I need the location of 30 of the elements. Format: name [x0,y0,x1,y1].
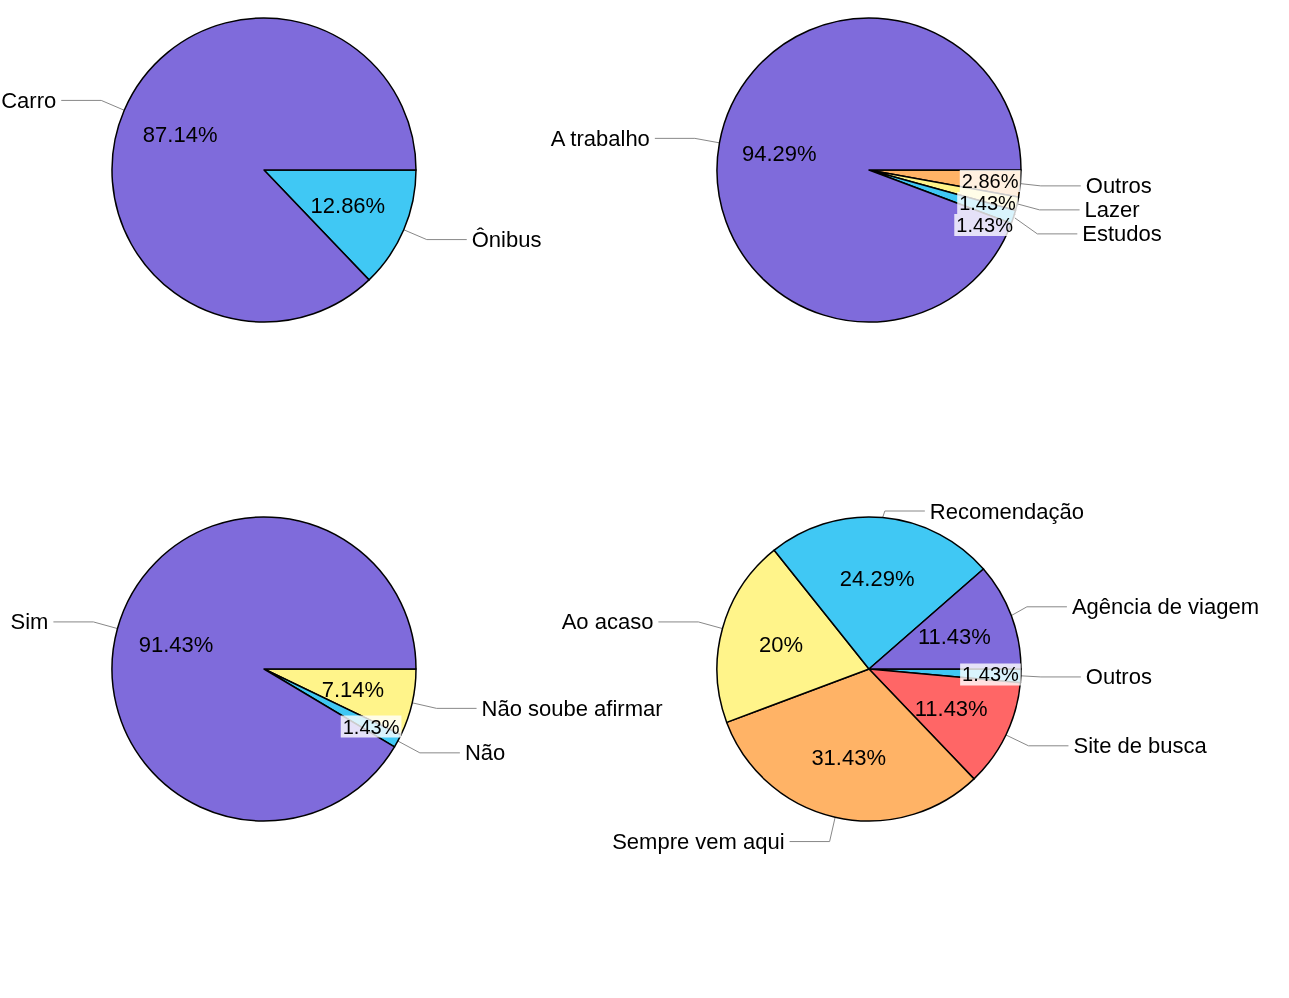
slice-label: Outros [1085,173,1152,199]
slice-label: Carro [1,87,57,113]
data-label: 91.43% [138,632,214,658]
data-label: 11.43% [914,696,988,722]
data-label: 24.29% [839,565,915,591]
slice-label: Lazer [1084,197,1140,223]
slice-label: A trabalho [550,125,650,151]
slice-label: Agência de viagem [1071,594,1260,620]
slice-label: Outros [1085,664,1152,690]
data-label: 12.86% [310,193,386,219]
slice-label: Não [464,740,506,766]
data-label: 31.43% [811,745,887,771]
data-label: 7.14% [321,676,385,702]
data-label: 2.86% [961,169,1019,192]
data-label: 87.14% [142,121,218,147]
data-label: 20% [759,632,804,658]
data-label: 11.43% [917,624,991,650]
slice-label: Ao acaso [561,609,654,635]
slice-label: Sim [10,609,49,635]
slice-label: Não soube afirmar [481,695,663,721]
data-label: 1.43% [956,213,1014,236]
data-label: 1.43% [959,191,1017,214]
slice-label: Sempre vem aqui [612,829,785,855]
data-label: 94.29% [741,141,817,167]
slice-label: Recomendação [929,498,1084,524]
data-label: 1.43% [342,715,400,738]
data-label: 1.43% [962,663,1020,686]
slice-label: Ônibus [471,227,542,253]
slice-label: Estudos [1082,221,1162,247]
slice-label: Site de busca [1073,733,1208,759]
